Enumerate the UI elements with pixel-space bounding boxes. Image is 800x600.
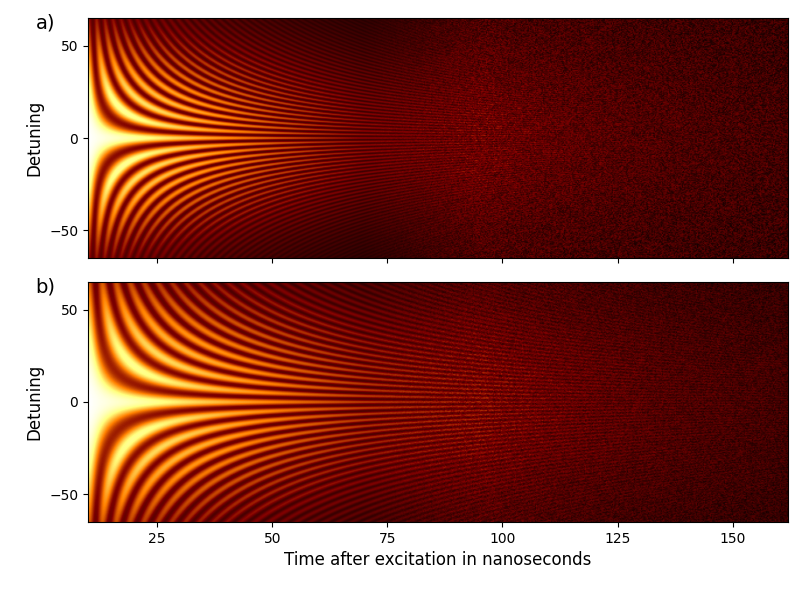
Text: a): a): [35, 13, 55, 32]
Y-axis label: Detuning: Detuning: [26, 364, 43, 440]
X-axis label: Time after excitation in nanoseconds: Time after excitation in nanoseconds: [284, 551, 592, 569]
Text: b): b): [35, 277, 55, 296]
Y-axis label: Detuning: Detuning: [26, 100, 43, 176]
